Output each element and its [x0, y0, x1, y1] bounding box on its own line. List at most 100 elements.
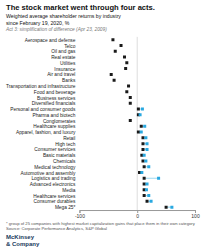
y-tick: Automotive and assembly — [20, 171, 76, 176]
point — [144, 136, 147, 139]
y-tick: Media — [62, 188, 75, 193]
y-tick: Healthcare services — [33, 194, 76, 199]
y-tick: Pharma and biotech — [32, 113, 75, 118]
x-tick: -100 — [75, 210, 85, 219]
point — [146, 183, 149, 186]
y-tick-label: Conglomerates — [43, 119, 76, 124]
y-tick-label: Telco — [64, 44, 76, 49]
y-tick-label: Basic materials — [43, 153, 76, 158]
y-tick: Banks — [62, 78, 76, 83]
point — [145, 188, 148, 191]
footnote: * group of 25 companies with highest mar… — [6, 221, 196, 226]
point — [143, 154, 146, 157]
y-tick: Diversified financials — [32, 101, 76, 106]
point — [110, 73, 113, 76]
y-tick-label: Utilities — [60, 61, 76, 66]
y-tick: Consumer services — [34, 147, 76, 152]
y-tick-label: Business services — [37, 96, 76, 101]
point — [157, 177, 160, 180]
point — [127, 84, 130, 87]
y-tick-label: Banks — [62, 78, 76, 83]
point — [137, 131, 140, 134]
y-tick-label: Diversified financials — [32, 101, 76, 106]
point — [113, 79, 116, 82]
y-tick-label: Personal and consumer goods — [10, 107, 76, 112]
y-tick-label: Apparel, fashion, and luxury — [16, 130, 76, 135]
y-tick: Aerospace and defense — [25, 38, 76, 43]
point — [141, 108, 144, 111]
y-tick: Air and travel — [47, 72, 75, 77]
y-tick-label: Healthcare services — [33, 194, 76, 199]
point — [143, 177, 146, 180]
y-tick: Chemicals — [53, 159, 76, 164]
y-tick-label: Media — [62, 188, 75, 193]
y-tick-label: Healthcare supplies — [33, 124, 76, 129]
footnote-line: * group of 25 companies with highest mar… — [6, 221, 196, 226]
point — [125, 90, 128, 93]
point — [150, 200, 153, 203]
y-tick-label: Consumer durables — [34, 199, 76, 204]
x-tick: 0 — [136, 210, 139, 219]
point — [137, 108, 140, 111]
y-tick: Logistics and trading — [31, 176, 75, 181]
title-line: The stock market went through four acts. — [6, 3, 155, 12]
y-tick: Retail — [63, 136, 75, 141]
point — [143, 183, 146, 186]
note-line: Act 3: simplification of difference (Apr… — [5, 27, 107, 32]
zero-line — [137, 37, 138, 210]
point — [141, 159, 144, 162]
y-tick: Insurance — [54, 67, 75, 72]
point — [114, 50, 117, 53]
point — [141, 148, 144, 151]
y-tick-label: Oil and gas — [51, 49, 76, 54]
y-tick-label: Consumer services — [34, 147, 76, 152]
logo: McKinsey — [6, 234, 35, 240]
y-tick-label: Automotive and assembly — [20, 171, 76, 176]
y-tick: Conglomerates — [43, 119, 76, 124]
x-tick: 100 — [191, 210, 200, 219]
point — [143, 194, 146, 197]
y-tick-label: Pharma and biotech — [32, 113, 75, 118]
point — [129, 96, 132, 99]
y-tick: Business services — [37, 96, 76, 101]
y-tick: Telco — [64, 44, 76, 49]
x-axis: -100 0 100 — [75, 210, 200, 219]
y-tick-label: Chemicals — [53, 159, 76, 164]
point — [139, 113, 142, 116]
footer: * group of 25 companies with highest mar… — [6, 221, 196, 247]
y-tick: Real estate — [51, 55, 76, 60]
point — [146, 200, 149, 203]
y-tick-label: Air and travel — [47, 72, 75, 77]
source: Source: Corporate Performance Analytics,… — [6, 226, 107, 231]
y-tick: Utilities — [60, 61, 76, 66]
range-line — [144, 178, 158, 179]
logo-line: & Company — [6, 241, 40, 247]
point — [141, 136, 144, 139]
point — [140, 171, 143, 174]
y-tick: Medical technology — [34, 165, 76, 170]
point — [143, 125, 146, 128]
plot-area — [110, 37, 174, 210]
subtitle-line: since February 19, 2020, % — [6, 20, 70, 26]
x-tick-label: 100 — [191, 213, 200, 219]
point — [144, 159, 147, 162]
logo: & Company — [6, 241, 40, 247]
y-tick: Advanced electronics — [30, 182, 76, 187]
y-tick: Healthcare supplies — [33, 124, 76, 129]
logo-line: McKinsey — [6, 234, 35, 240]
point — [129, 102, 132, 105]
y-tick: Food and beverage — [34, 90, 76, 95]
subtitle: Weighted average shareholder returns by … — [6, 13, 121, 25]
y-tick: Personal and consumer goods — [10, 107, 76, 112]
y-tick-label: Insurance — [54, 67, 75, 72]
y-tick-label: Mega 25* — [55, 205, 76, 210]
point — [129, 119, 132, 122]
y-tick-label: Medical technology — [34, 165, 76, 170]
point — [147, 165, 150, 168]
point — [120, 44, 123, 47]
y-tick-label: Aerospace and defense — [25, 38, 76, 43]
title: The stock market went through four acts. — [6, 3, 155, 12]
point — [165, 206, 168, 209]
point — [140, 125, 143, 128]
y-tick-label: Real estate — [51, 55, 76, 60]
